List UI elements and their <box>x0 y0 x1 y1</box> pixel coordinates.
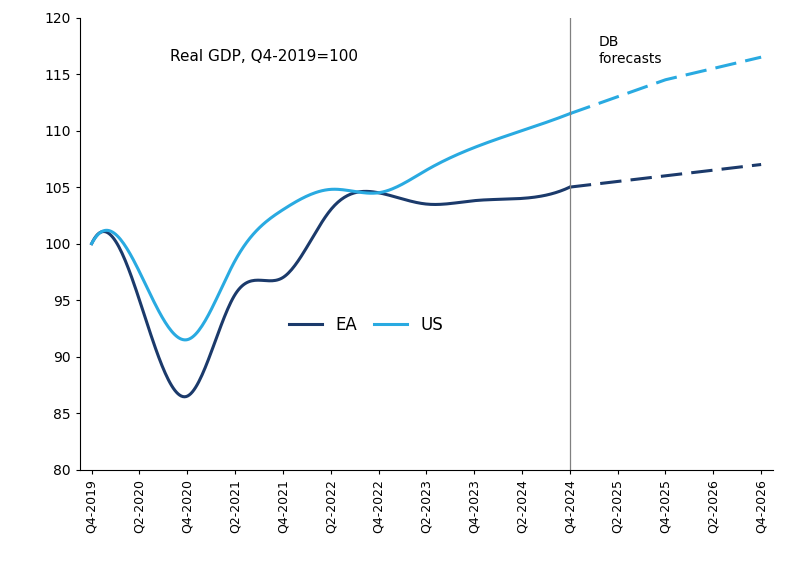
Legend: EA, US: EA, US <box>282 309 450 340</box>
Text: DB
forecasts: DB forecasts <box>599 35 662 66</box>
Text: Real GDP, Q4-2019=100: Real GDP, Q4-2019=100 <box>170 49 358 64</box>
